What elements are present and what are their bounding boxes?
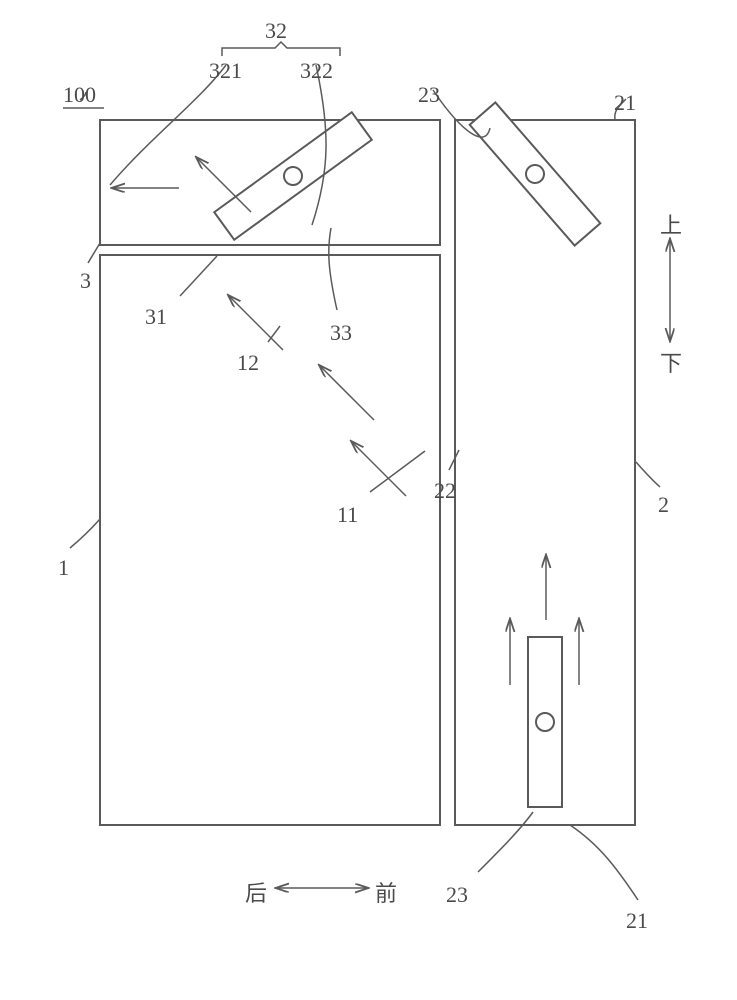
callout-label: 上 [660, 208, 682, 240]
callout-label: 3 [80, 268, 91, 294]
callout-label: 21 [614, 90, 636, 116]
leader-line [636, 462, 660, 487]
callout-label: 23 [418, 82, 440, 108]
leader-line [329, 228, 337, 310]
leader-line [478, 812, 533, 872]
callout-label: 下 [660, 346, 682, 378]
leader-line [370, 451, 425, 492]
leader-line [88, 243, 100, 263]
callout-label: 11 [337, 502, 358, 528]
callout-label: 31 [145, 304, 167, 330]
callout-label: 2 [658, 492, 669, 518]
callout-label: 23 [446, 882, 468, 908]
callout-label: 22 [434, 478, 456, 504]
flow-arrow [320, 366, 374, 420]
flow-arrow [352, 442, 406, 496]
leader-line [70, 519, 100, 548]
callout-label: 前 [375, 876, 397, 908]
callout-label: 21 [626, 908, 648, 934]
leader-line [268, 326, 280, 342]
callout-label: 33 [330, 320, 352, 346]
leader-line [180, 256, 217, 296]
callout-label: 12 [237, 350, 259, 376]
callout-label: 后 [245, 876, 267, 908]
flow-arrow [229, 296, 283, 350]
callout-label: 321 [209, 58, 242, 84]
callout-label: 100 [63, 82, 96, 108]
callout-label: 322 [300, 58, 333, 84]
callout-label: 32 [265, 18, 287, 44]
fan-f33 [214, 112, 372, 239]
fan-f_top_right [470, 102, 601, 245]
leader-line [570, 825, 638, 900]
fan-f_bottom [528, 637, 562, 807]
callout-label: 1 [58, 555, 69, 581]
